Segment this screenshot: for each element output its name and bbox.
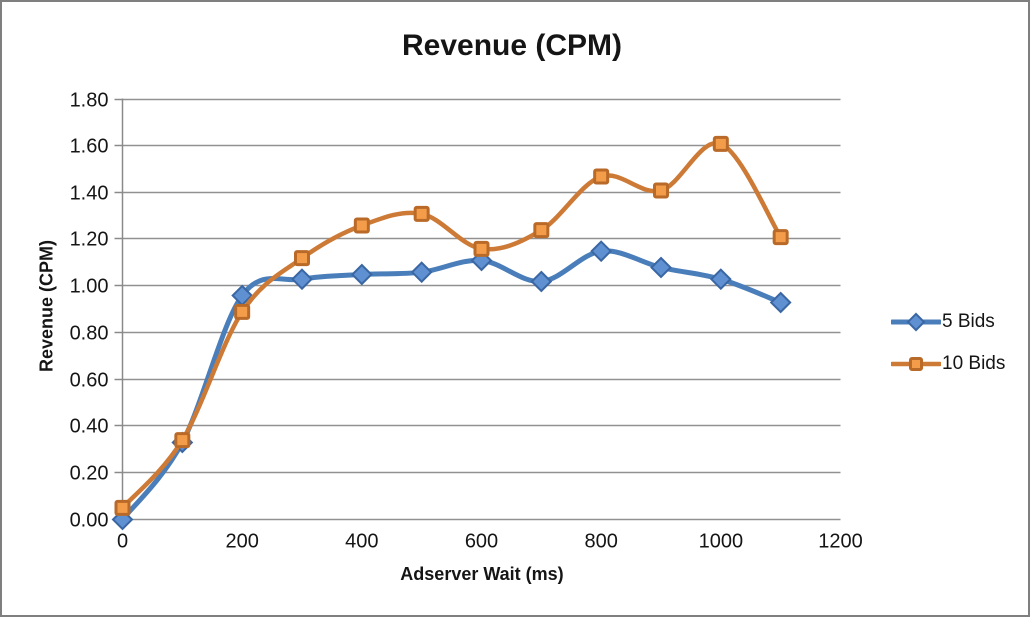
legend-label: 5 Bids — [942, 311, 995, 332]
data-point-marker — [772, 229, 789, 246]
data-point-marker — [174, 432, 191, 449]
y-tick-label: 1.60 — [70, 136, 109, 158]
data-point-marker — [533, 222, 550, 239]
data-point-marker — [234, 303, 251, 320]
data-point-marker — [769, 291, 792, 314]
y-tick-label: 1.20 — [70, 229, 109, 251]
y-tick-label: 1.00 — [70, 276, 109, 298]
x-tick-label: 200 — [225, 531, 258, 553]
data-point-marker — [653, 182, 669, 199]
y-tick-label: 0.00 — [70, 510, 109, 532]
data-point-marker — [410, 261, 433, 284]
data-point-marker — [114, 499, 131, 516]
series-line — [120, 140, 783, 511]
legend-item-5-bids: 5 Bids — [891, 301, 1005, 343]
x-axis-title: Adserver Wait (ms) — [400, 564, 564, 584]
gridlines: 0.00 0.20 0.40 0.60 0.80 1.00 1.20 1.40 1.60 1.80 — [70, 90, 841, 532]
data-point-marker — [291, 268, 313, 291]
x-tick-label: 1200 — [818, 531, 863, 553]
data-point-marker — [473, 240, 490, 257]
line-diamond-marker-icon — [891, 312, 941, 332]
data-point-marker — [294, 250, 310, 267]
x-tick-label: 600 — [465, 531, 498, 553]
data-point-marker — [650, 256, 672, 279]
data-point-marker — [530, 270, 553, 293]
data-point-marker — [353, 217, 370, 234]
data-point-marker — [712, 135, 729, 152]
series-10-bids — [114, 135, 789, 516]
x-tick-label: 1000 — [699, 531, 744, 553]
chart-title: Revenue (CPM) — [401, 29, 623, 62]
y-tick-label: 0.80 — [70, 323, 109, 345]
data-point-marker — [590, 240, 613, 263]
data-point-marker — [350, 263, 373, 286]
x-tick-label: 800 — [584, 531, 617, 553]
y-tick-label: 0.20 — [70, 463, 109, 485]
data-point-marker — [709, 268, 732, 291]
legend-label: 10 Bids — [942, 353, 1006, 374]
legend: 5 Bids 10 Bids — [891, 301, 1005, 385]
y-tick-label: 1.80 — [70, 90, 109, 112]
x-tick-label: 400 — [345, 531, 378, 553]
data-point-marker — [908, 356, 924, 372]
y-tick-label: 0.60 — [70, 370, 109, 392]
legend-item-10-bids: 10 Bids — [891, 343, 1005, 385]
y-tick-label: 1.40 — [70, 183, 109, 205]
x-axis-labels: 0 200 400 600 800 1000 1200 — [117, 531, 863, 553]
data-point-marker — [413, 205, 430, 222]
data-point-marker — [593, 168, 610, 185]
y-tick-label: 0.40 — [70, 416, 109, 438]
line-square-marker-icon — [891, 356, 941, 372]
series-line — [120, 248, 784, 522]
data-point-marker — [906, 312, 926, 332]
x-tick-label: 0 — [117, 531, 128, 553]
